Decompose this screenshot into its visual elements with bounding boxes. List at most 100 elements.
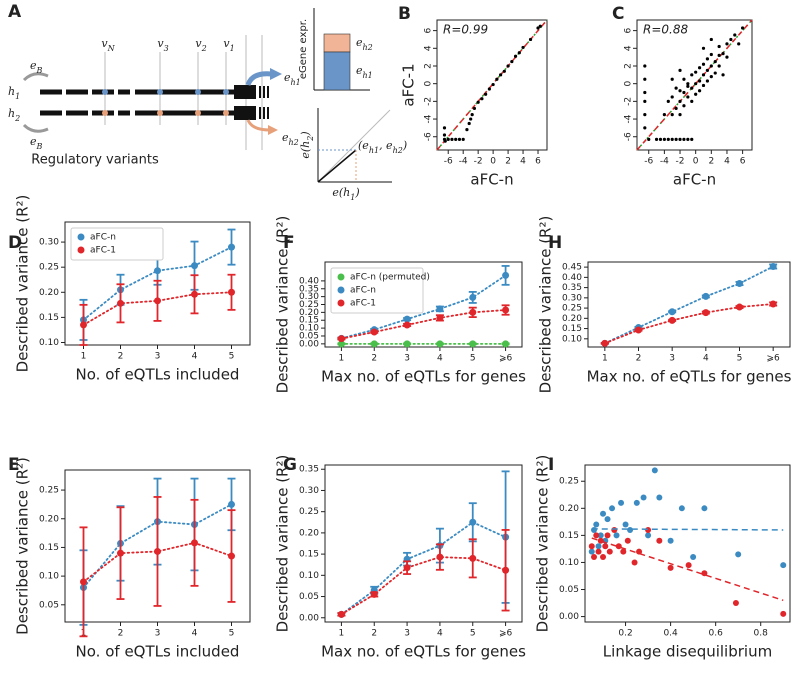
- point: [702, 309, 710, 317]
- x-tick-label: 5: [470, 354, 476, 364]
- point: [80, 321, 87, 329]
- bar-h1: [323, 51, 351, 91]
- point: [191, 262, 198, 270]
- point: [709, 37, 713, 42]
- y-tick-label: 0.00: [299, 339, 319, 349]
- y-tick-label: -4: [624, 114, 634, 123]
- y-tick-label: 0.20: [39, 514, 59, 524]
- point: [117, 299, 124, 307]
- subscript: h1: [291, 78, 301, 87]
- y-tick-label: 0.30: [299, 292, 319, 302]
- point: [604, 516, 611, 523]
- point: [370, 590, 378, 598]
- panel-letter: E: [8, 455, 20, 475]
- y-tick-label: 0.40: [299, 276, 319, 286]
- text-part: ): [402, 139, 407, 152]
- point: [510, 59, 514, 64]
- h2-variants: [102, 110, 229, 116]
- point: [597, 532, 604, 539]
- point: [656, 494, 663, 501]
- point: [499, 73, 503, 77]
- subscript: B: [36, 66, 43, 75]
- x-tick-label: 0.6: [708, 629, 723, 639]
- point: [643, 126, 647, 130]
- bar-h2: [323, 33, 351, 53]
- y-tick-label: 0.30: [299, 486, 319, 496]
- point: [450, 137, 454, 141]
- point: [668, 308, 676, 316]
- point: [713, 71, 717, 75]
- point: [690, 554, 697, 561]
- gene-h2: [234, 106, 256, 120]
- point: [595, 543, 602, 550]
- point: [403, 564, 411, 572]
- fit-line: [591, 537, 784, 602]
- point: [697, 89, 702, 93]
- y-tick-label: 0.05: [39, 600, 59, 610]
- haplotype-lines: [40, 89, 236, 116]
- reference-line: [636, 19, 753, 151]
- point: [769, 300, 777, 308]
- point: [694, 70, 698, 74]
- y-tick-label: 0.45: [562, 263, 582, 273]
- series-line: [340, 521, 507, 616]
- x-axis-label: No. of eQTLs included: [76, 643, 240, 661]
- point: [686, 137, 690, 141]
- arrow-head: [268, 125, 278, 135]
- point: [737, 42, 741, 46]
- x-tick-label: 4: [437, 629, 443, 639]
- point: [502, 306, 510, 314]
- point: [228, 243, 235, 251]
- point: [337, 340, 345, 348]
- haplotype-label: h1: [8, 85, 20, 101]
- point: [470, 113, 474, 117]
- subscript: 2: [306, 136, 315, 142]
- expression-label: eh2: [356, 36, 373, 52]
- text-part: ): [299, 131, 312, 136]
- point: [442, 126, 447, 130]
- variant-label: v2: [195, 37, 206, 53]
- point: [640, 494, 647, 501]
- subscript: 1: [230, 44, 235, 53]
- x-tick-label: -4: [660, 157, 669, 167]
- fit-line: [591, 528, 784, 531]
- point: [228, 500, 235, 508]
- subscript: 3: [164, 44, 169, 53]
- text-part: e: [284, 71, 291, 84]
- point: [618, 499, 625, 506]
- point: [705, 79, 710, 83]
- y-tick-label: 0.35: [299, 465, 319, 475]
- point: [622, 521, 629, 528]
- text-part: e: [356, 64, 363, 77]
- series-line: [82, 541, 233, 583]
- point: [443, 139, 447, 143]
- point: [491, 82, 495, 87]
- y-tick-label: 4: [424, 45, 434, 51]
- point: [682, 77, 686, 81]
- point: [736, 280, 743, 288]
- y-tick-label: 2: [624, 63, 634, 69]
- y-tick-label: 0.30: [39, 238, 59, 248]
- x-axis-label: No. of eQTLs included: [76, 366, 240, 384]
- y-tick-label: 6: [424, 27, 434, 33]
- point: [495, 77, 499, 81]
- series-line: [340, 309, 507, 340]
- point: [631, 559, 638, 566]
- reference-line: [636, 19, 753, 151]
- y-tick-label: 0.25: [39, 263, 59, 273]
- point: [633, 499, 640, 506]
- point: [600, 554, 607, 561]
- point: [597, 537, 604, 544]
- point: [469, 518, 477, 526]
- y-tick-label: 0.15: [562, 324, 582, 334]
- point: [611, 526, 618, 533]
- diagonal: [317, 109, 391, 183]
- point: [670, 113, 674, 117]
- y-tick-label: 0.15: [299, 316, 319, 326]
- subscript: h2: [393, 146, 403, 155]
- y-tick-label: 0.10: [39, 572, 59, 582]
- y-axis-label: Described variance (R²): [534, 455, 552, 633]
- x-tick-label: 5: [229, 352, 235, 362]
- point: [725, 42, 729, 46]
